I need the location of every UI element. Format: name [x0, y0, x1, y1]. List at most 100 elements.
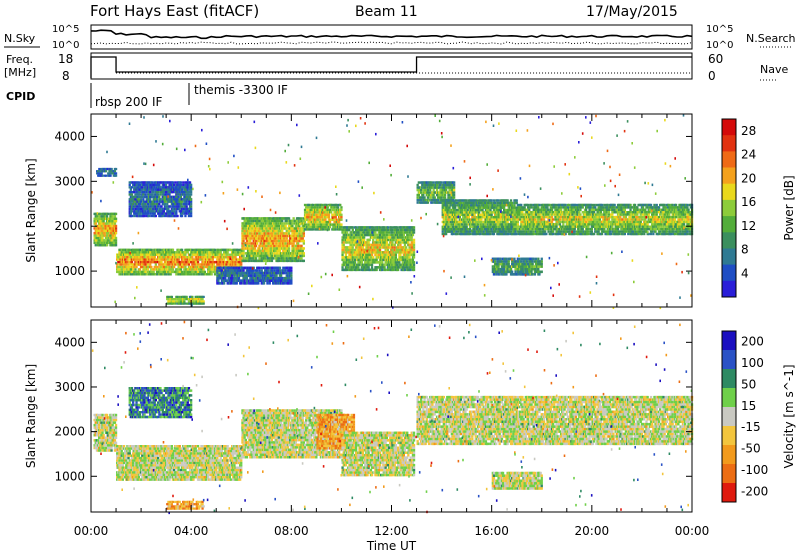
power-cell [270, 237, 274, 240]
power-cell [386, 238, 390, 242]
power-cell [267, 271, 270, 275]
power-cell [464, 199, 467, 202]
freq-label: Freq. [6, 53, 33, 66]
power-cell [381, 253, 384, 257]
power-cell [138, 193, 142, 196]
power-cell [237, 266, 241, 270]
power-cell [160, 258, 163, 261]
power-cell [217, 260, 220, 264]
power-cell [228, 274, 231, 277]
power-cell [184, 295, 187, 298]
power-cell [302, 229, 305, 233]
power-cell [163, 251, 167, 254]
power-cell [395, 226, 399, 229]
power-cell [282, 252, 285, 255]
power-cell [234, 271, 237, 275]
power-cell [287, 247, 291, 250]
power-cell [113, 222, 117, 225]
power-cell [375, 253, 378, 257]
power-cell [166, 298, 169, 301]
power-cell [226, 251, 229, 254]
power-cell [344, 268, 348, 272]
power-cell [375, 241, 378, 244]
power-cell [246, 237, 250, 240]
power-cell [237, 269, 241, 272]
power-cell [276, 266, 279, 270]
power-cell [464, 230, 467, 233]
power-cell [370, 243, 374, 247]
power-cell [348, 241, 351, 244]
power-cell [202, 265, 205, 269]
power-cell [368, 233, 371, 237]
power-cell [301, 249, 304, 253]
power-cell [178, 273, 181, 276]
power-cell [253, 247, 257, 250]
power-cell [138, 183, 142, 187]
power-cell [232, 282, 235, 285]
power-cell [166, 263, 169, 266]
power-cell [320, 228, 324, 231]
power-cell [114, 227, 118, 230]
power-cell [297, 244, 300, 248]
power-cell [454, 204, 457, 207]
power-cell [187, 190, 191, 194]
power-cell [403, 238, 407, 242]
power-cell [294, 227, 297, 230]
power-cell [258, 249, 261, 253]
power-cell [146, 260, 150, 264]
power-cell [440, 201, 443, 204]
power-cell [387, 233, 391, 237]
power-cell [101, 236, 104, 240]
power-cell [336, 206, 340, 209]
power-cell [180, 265, 184, 269]
power-cell [145, 260, 148, 264]
power-cell [441, 201, 444, 205]
power-cell [282, 269, 285, 272]
power-cell [406, 266, 409, 269]
power-cell [136, 198, 139, 201]
power-cell [342, 241, 345, 244]
power-cell [208, 253, 211, 256]
power-cell [344, 261, 348, 264]
power-cell [199, 251, 202, 254]
power-cell [184, 263, 187, 266]
power-cell [440, 196, 443, 199]
power-cell [252, 269, 255, 272]
power-cell [208, 265, 211, 269]
power-cell [190, 295, 193, 298]
power-cell [179, 183, 183, 187]
power-cell [427, 183, 431, 187]
power-cell [344, 258, 348, 262]
power-cell [175, 273, 178, 276]
power-cell [184, 186, 187, 189]
power-cell [333, 206, 336, 209]
power-cell [167, 210, 170, 213]
power-cell [298, 224, 301, 228]
power-cell [151, 195, 154, 199]
power-cell [213, 265, 217, 269]
power-cell [384, 238, 387, 242]
power-cell [166, 253, 169, 256]
power-cell [320, 208, 324, 212]
power-cell [268, 282, 271, 285]
power-cell [210, 270, 213, 274]
power-cell [225, 279, 228, 282]
power-cell [237, 260, 241, 264]
power-cell [363, 236, 366, 239]
power-cell [153, 202, 156, 206]
power-cell [273, 244, 276, 248]
power-cell [154, 198, 157, 201]
power-cell [184, 258, 187, 261]
power-cell [370, 246, 374, 249]
power-cell [132, 268, 135, 271]
power-cell [114, 244, 118, 247]
power-cell [121, 248, 124, 252]
power-cell [166, 205, 169, 208]
power-cell [252, 249, 255, 253]
power-cell [98, 167, 101, 171]
power-cell [237, 258, 241, 261]
power-cell [136, 195, 139, 199]
power-cell [468, 225, 472, 228]
power-cell [273, 254, 276, 258]
